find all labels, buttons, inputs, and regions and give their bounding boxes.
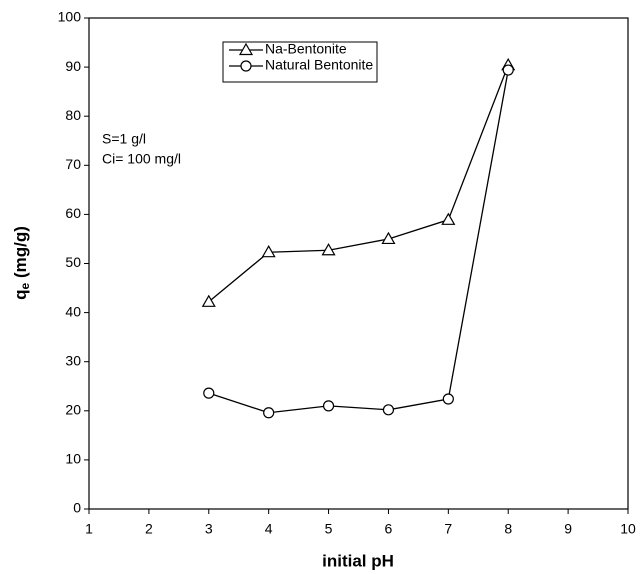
series-line: [208, 69, 509, 414]
series-line: [208, 64, 509, 303]
x-tick-label: 2: [145, 521, 153, 537]
marker: [322, 400, 335, 412]
y-tick-label: 60: [65, 205, 81, 221]
x-tick-label: 4: [265, 521, 273, 537]
y-axis-title: qe (mg/g): [11, 226, 32, 300]
annotation: S=1 g/l: [102, 131, 146, 147]
annotation: Ci= 100 mg/l: [102, 151, 181, 167]
y-tick-label: 100: [58, 9, 82, 25]
x-tick-label: 1: [85, 521, 93, 537]
y-tick-label: 30: [65, 352, 81, 368]
y-tick-label: 20: [65, 402, 81, 418]
y-axis-title-sub: e: [18, 282, 32, 289]
x-tick-label: 8: [504, 521, 512, 537]
y-tick-label: 10: [65, 451, 81, 467]
legend-marker: [238, 42, 254, 56]
y-axis-title-unit: (mg/g): [11, 226, 30, 283]
marker: [201, 294, 216, 307]
y-tick-label: 90: [65, 58, 81, 74]
plot-area: [88, 17, 629, 510]
marker: [203, 387, 215, 399]
marker: [321, 243, 336, 256]
y-tick-label: 70: [65, 156, 81, 172]
y-axis-title-main: q: [11, 289, 30, 299]
y-tick-label: 80: [65, 107, 81, 123]
legend-marker: [240, 60, 252, 72]
x-axis-title: initial pH: [322, 551, 394, 570]
x-tick-label: 5: [325, 521, 333, 537]
y-tick-label: 0: [73, 500, 81, 516]
x-tick-label: 6: [385, 521, 393, 537]
x-tick-label: 3: [205, 521, 213, 537]
x-tick-label: 9: [564, 521, 572, 537]
marker: [502, 64, 514, 76]
legend-label: Natural Bentonite: [265, 57, 373, 73]
marker: [441, 212, 456, 225]
legend-label: Na-Bentonite: [265, 41, 347, 57]
marker: [442, 393, 454, 405]
y-tick-label: 40: [65, 303, 81, 319]
marker: [263, 407, 275, 419]
x-tick-label: 7: [444, 521, 452, 537]
marker: [381, 231, 396, 245]
marker: [261, 244, 276, 258]
x-tick-label: 10: [620, 521, 636, 537]
y-tick-label: 50: [65, 254, 81, 270]
marker: [382, 404, 395, 416]
